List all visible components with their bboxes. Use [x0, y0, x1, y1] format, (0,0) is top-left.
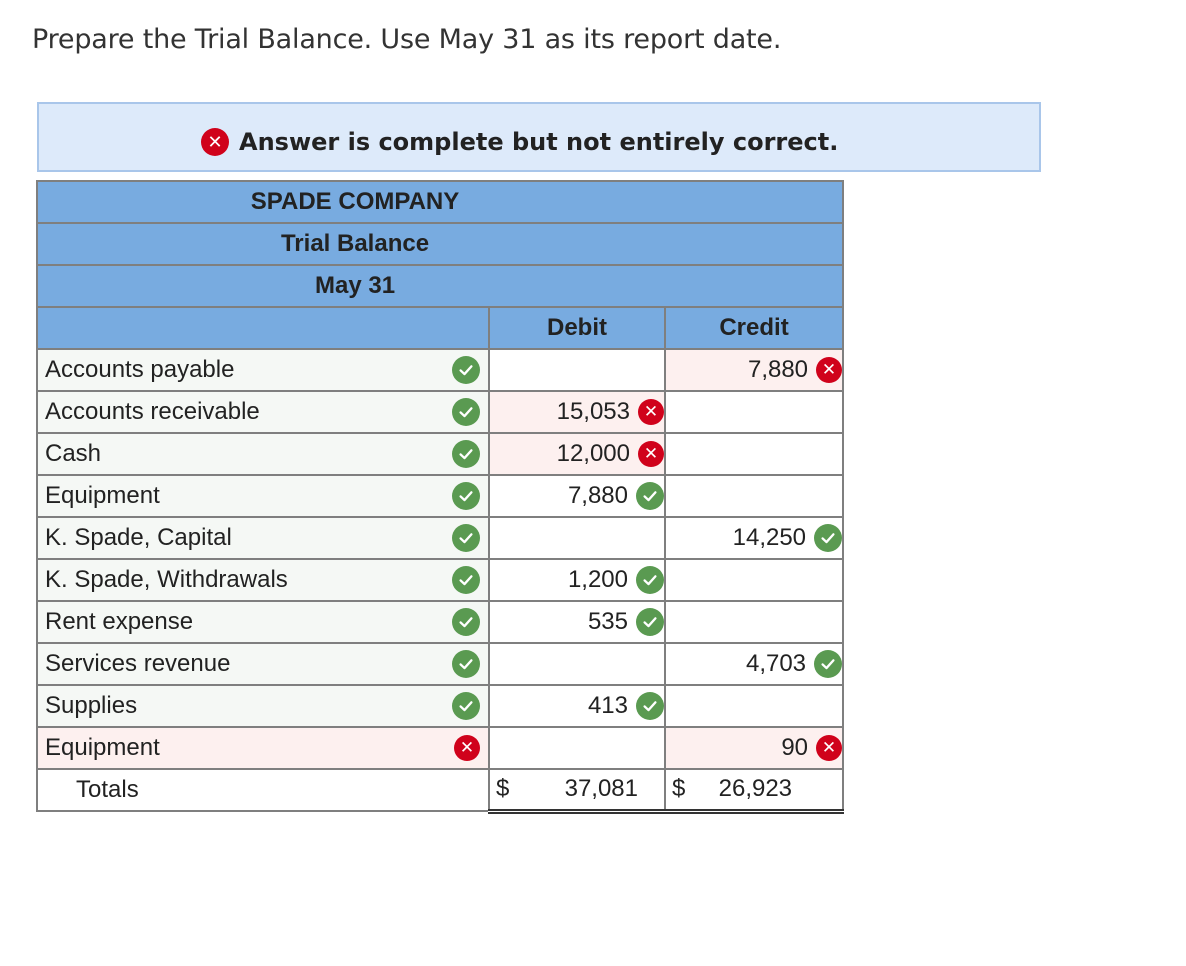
account-select[interactable]: Rent expense — [36, 600, 490, 644]
account-name: Accounts payable — [45, 356, 235, 383]
debit-input[interactable] — [488, 348, 666, 392]
debit-value: 7,880 — [567, 482, 628, 509]
debit-input[interactable]: 413 — [488, 684, 666, 728]
feedback-banner: ✕ Answer is complete but not entirely co… — [37, 102, 1041, 172]
debit-input[interactable] — [488, 642, 666, 686]
table-row: Equipment ✕ 90 ✕ — [36, 726, 845, 770]
account-select[interactable]: Cash — [36, 432, 490, 476]
debit-value: 12,000 — [556, 440, 630, 467]
table-row: Cash 12,000 ✕ — [36, 432, 845, 476]
account-select[interactable]: Equipment ✕ — [36, 726, 490, 770]
feedback-text: Answer is complete but not entirely corr… — [239, 128, 839, 156]
correct-icon — [452, 440, 480, 468]
account-select[interactable]: Accounts receivable — [36, 390, 490, 434]
debit-input[interactable] — [488, 516, 666, 560]
debit-column-header: Debit — [488, 306, 666, 350]
debit-input[interactable]: 15,053 ✕ — [488, 390, 666, 434]
correct-icon — [814, 524, 843, 552]
currency-symbol: $ — [672, 775, 686, 803]
debit-input[interactable]: 7,880 — [488, 474, 666, 518]
credit-value: 90 — [781, 734, 809, 761]
account-name: Supplies — [45, 692, 138, 719]
correct-icon — [636, 482, 664, 510]
table-row: Accounts payable 7,880 ✕ — [36, 348, 845, 392]
credit-input[interactable]: 90 ✕ — [663, 726, 845, 770]
credit-input[interactable] — [663, 390, 845, 434]
table-row: Services revenue 4,703 — [36, 642, 845, 686]
correct-icon — [636, 608, 664, 636]
credit-value: 7,880 — [747, 356, 809, 383]
account-select[interactable]: Equipment — [36, 474, 490, 518]
account-name: K. Spade, Capital — [45, 524, 232, 551]
company-name: SPADE COMPANY — [35, 180, 845, 224]
account-name: Services revenue — [45, 650, 231, 677]
debit-input[interactable]: 12,000 ✕ — [488, 432, 666, 476]
correct-icon — [452, 398, 480, 426]
correct-icon — [452, 692, 480, 720]
incorrect-icon: ✕ — [816, 357, 843, 383]
incorrect-icon: ✕ — [816, 735, 843, 761]
incorrect-icon: ✕ — [638, 441, 664, 467]
table-row: Supplies 413 — [36, 684, 845, 728]
correct-icon — [452, 650, 480, 678]
credit-value: 4,703 — [745, 650, 807, 677]
table-row: Accounts receivable 15,053 ✕ — [36, 390, 845, 434]
account-name: K. Spade, Withdrawals — [45, 566, 288, 593]
currency-symbol: $ — [496, 775, 510, 803]
credit-input[interactable] — [663, 432, 845, 476]
correct-icon — [636, 566, 664, 594]
debit-value: 535 — [587, 608, 628, 635]
table-row: Equipment 7,880 — [36, 474, 845, 518]
incorrect-icon: ✕ — [454, 735, 480, 761]
credit-input[interactable] — [663, 684, 845, 728]
incorrect-icon: ✕ — [638, 399, 664, 425]
totals-label: Totals — [36, 768, 490, 812]
debit-total: $37,081 — [488, 768, 666, 814]
debit-value: 15,053 — [556, 398, 630, 425]
credit-input[interactable]: 7,880 ✕ — [663, 348, 845, 392]
correct-icon — [452, 356, 480, 384]
table-row: K. Spade, Withdrawals 1,200 — [36, 558, 845, 602]
correct-icon — [452, 524, 480, 552]
account-name: Accounts receivable — [45, 398, 260, 425]
account-column-header — [36, 306, 490, 350]
credit-column-header: Credit — [663, 306, 845, 350]
correct-icon — [452, 566, 480, 594]
account-select[interactable]: K. Spade, Withdrawals — [36, 558, 490, 602]
table-row: Rent expense 535 — [36, 600, 845, 644]
credit-value: 14,250 — [732, 524, 807, 551]
correct-icon — [814, 650, 843, 678]
credit-total-value: 26,923 — [718, 775, 793, 803]
account-name: Rent expense — [45, 608, 194, 635]
credit-input[interactable]: 4,703 — [663, 642, 845, 686]
report-title: Trial Balance — [35, 222, 845, 266]
correct-icon — [452, 608, 480, 636]
account-select[interactable]: Services revenue — [36, 642, 490, 686]
credit-input[interactable] — [663, 600, 845, 644]
credit-total: $26,923 — [663, 768, 845, 814]
report-date: May 31 — [35, 264, 845, 308]
correct-icon — [636, 692, 664, 720]
debit-total-value: 37,081 — [564, 775, 638, 803]
debit-input[interactable] — [488, 726, 666, 770]
incorrect-icon: ✕ — [201, 128, 229, 156]
account-select[interactable]: K. Spade, Capital — [36, 516, 490, 560]
totals-row: Totals $37,081 $26,923 — [36, 768, 845, 814]
correct-icon — [452, 482, 480, 510]
account-name: Equipment — [45, 734, 160, 761]
credit-input[interactable] — [663, 474, 845, 518]
account-select[interactable]: Accounts payable — [36, 348, 490, 392]
instruction-text: Prepare the Trial Balance. Use May 31 as… — [32, 24, 782, 55]
account-name: Cash — [45, 440, 102, 467]
debit-value: 413 — [587, 692, 628, 719]
credit-input[interactable] — [663, 558, 845, 602]
trial-balance-table: SPADE COMPANY Trial Balance May 31 Debit… — [35, 180, 845, 814]
debit-input[interactable]: 535 — [488, 600, 666, 644]
account-select[interactable]: Supplies — [36, 684, 490, 728]
account-name: Equipment — [45, 482, 160, 509]
table-row: K. Spade, Capital 14,250 — [36, 516, 845, 560]
credit-input[interactable]: 14,250 — [663, 516, 845, 560]
debit-input[interactable]: 1,200 — [488, 558, 666, 602]
debit-value: 1,200 — [567, 566, 628, 593]
